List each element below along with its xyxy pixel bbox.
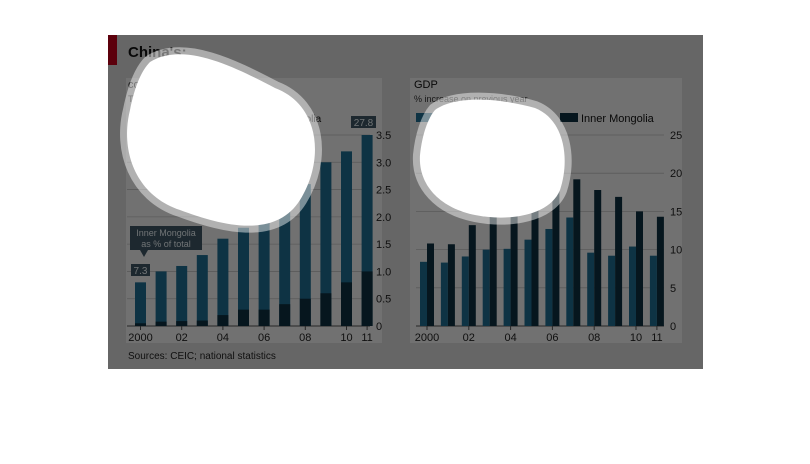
gdp-bar-inner-mongolia — [489, 189, 497, 326]
gdp-y-tick-label: 20 — [670, 168, 682, 180]
gdp-y-tick-label: 25 — [670, 130, 682, 142]
gdp-y-tick-label: 15 — [670, 206, 682, 218]
gdp-bar-national — [545, 228, 553, 326]
gdp-bar-inner-mongolia — [636, 211, 643, 326]
gdp-bar-inner-mongolia — [573, 179, 581, 326]
gdp-bar-national — [587, 252, 595, 326]
gdp-x-tick-label: 11 — [651, 332, 662, 344]
gdp-bar-national — [420, 261, 427, 326]
gdp-bar-inner-mongolia — [510, 169, 518, 326]
gdp-bar-national — [608, 255, 616, 326]
gdp-x-tick-label: 06 — [546, 332, 558, 344]
gdp-legend-swatch-national — [416, 113, 434, 122]
gdp-bar-inner-mongolia — [531, 144, 539, 326]
gdp-bar-national — [649, 255, 657, 326]
gdp-x-tick-label: 08 — [588, 332, 600, 344]
gdp-bar-national — [524, 239, 532, 326]
sources-note: Sources: CEIC; national statistics — [128, 351, 276, 362]
gdp-legend-inner-label: Inner Mongolia — [581, 113, 655, 125]
gdp-bar-national — [440, 262, 448, 326]
gdp-bar-national — [461, 256, 469, 326]
gdp-y-tick-label: 5 — [670, 283, 676, 295]
gdp-legend-national-label: National average — [437, 113, 520, 125]
gdp-x-tick-label: 02 — [463, 332, 475, 344]
gdp-bar-national — [482, 249, 490, 326]
gdp-bar-national — [629, 246, 636, 326]
gdp-y-tick-label: 0 — [670, 321, 676, 333]
gdp-bar-inner-mongolia — [447, 244, 455, 326]
gdp-x-tick-label: 10 — [630, 332, 642, 344]
gdp-y-tick-label: 10 — [670, 245, 682, 257]
gdp-bar-inner-mongolia — [656, 216, 664, 326]
gdp-bar-inner-mongolia — [594, 190, 602, 326]
gdp-bar-national — [566, 217, 574, 326]
gdp-x-tick-label: 2000 — [415, 332, 439, 344]
gdp-bar-inner-mongolia — [552, 180, 560, 326]
gdp-bar-national — [503, 248, 511, 326]
gdp-legend-swatch-inner — [560, 113, 578, 122]
gdp-bar-inner-mongolia — [468, 225, 476, 326]
gdp-bar-inner-mongolia — [615, 196, 623, 326]
gdp-x-tick-label: 04 — [504, 332, 516, 344]
gdp-bar-inner-mongolia — [427, 243, 434, 326]
